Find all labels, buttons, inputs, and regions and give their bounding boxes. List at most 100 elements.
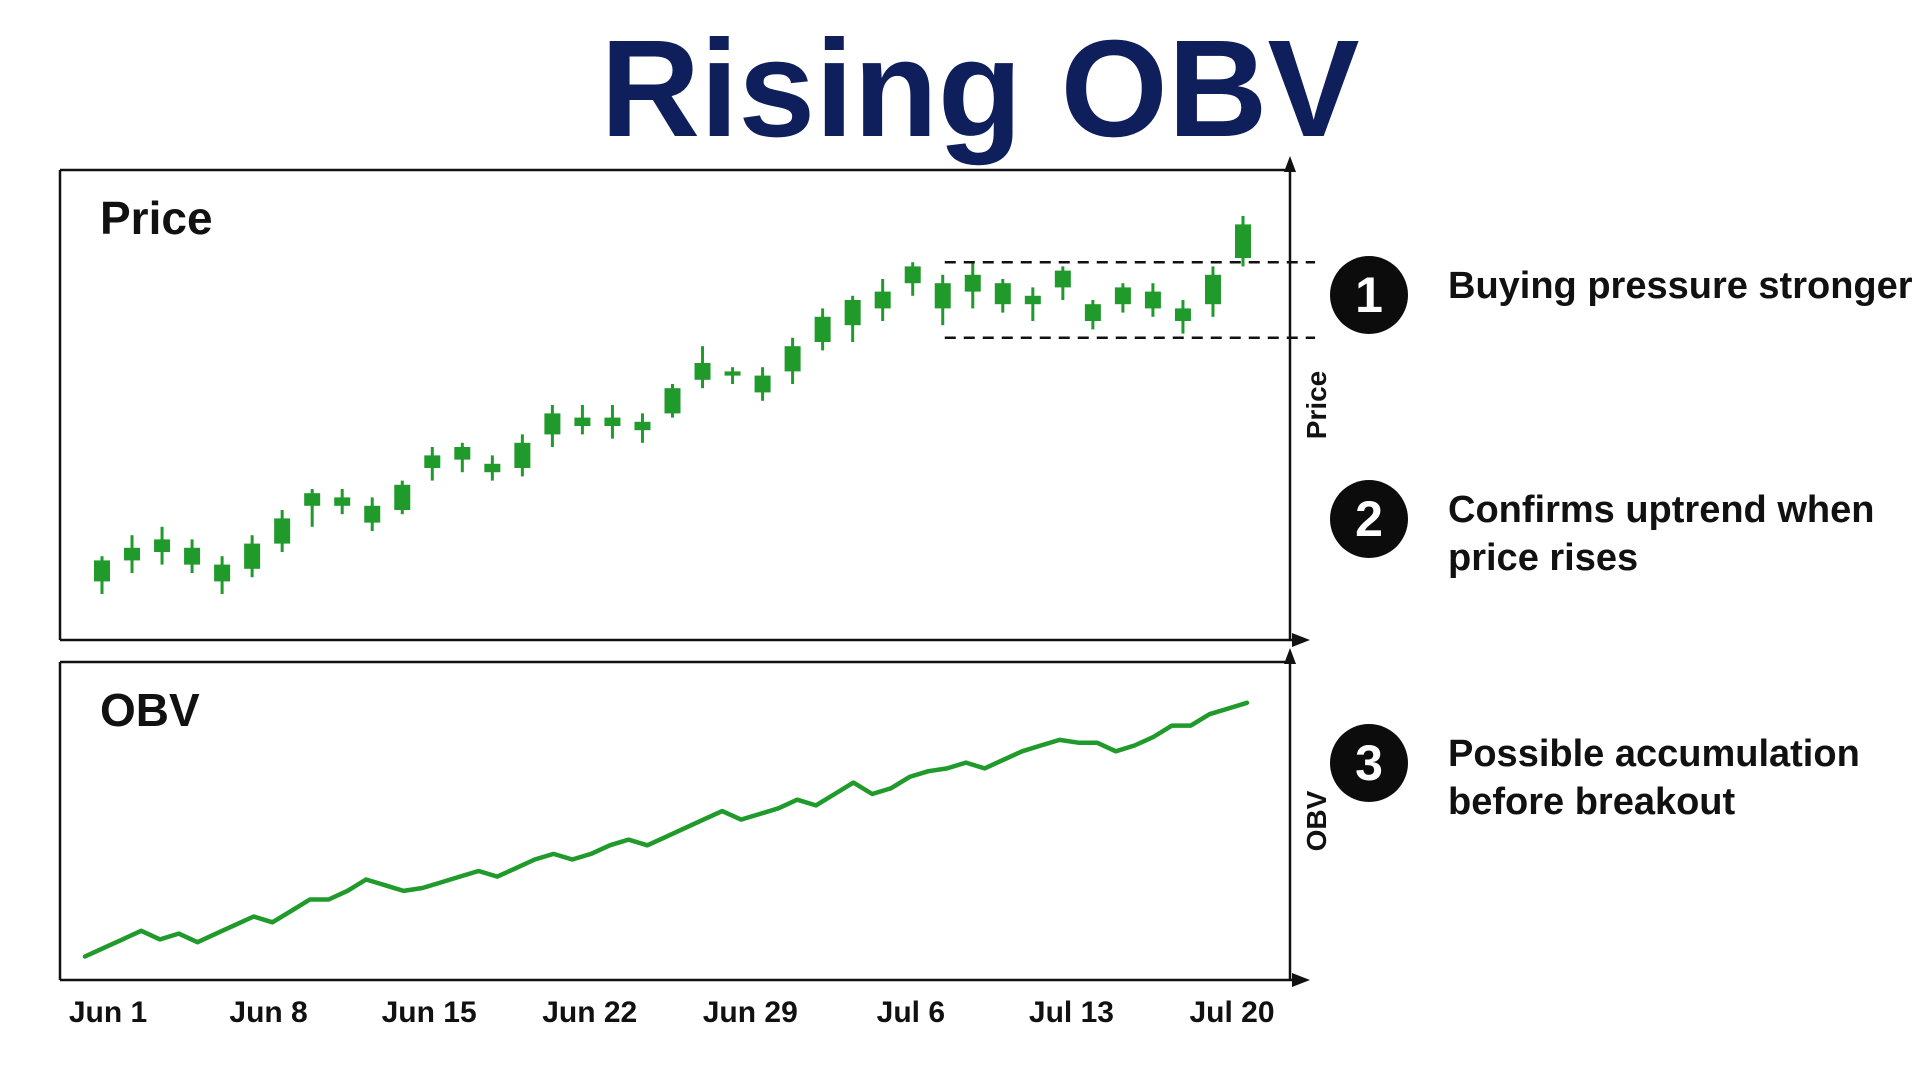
obv-series-line xyxy=(82,700,1250,959)
candle-body xyxy=(1144,291,1161,309)
candle-body xyxy=(844,300,861,326)
candle xyxy=(454,442,471,473)
x-tick-label: Jun 22 xyxy=(542,996,637,1029)
obv-y-arrow xyxy=(1284,648,1296,664)
candle xyxy=(1054,266,1071,300)
candle xyxy=(994,279,1011,313)
candle xyxy=(94,556,110,594)
candle-body xyxy=(784,346,801,372)
candle-body xyxy=(154,539,171,552)
x-tick-label: Jul 20 xyxy=(1189,996,1274,1029)
candle-body xyxy=(454,447,471,460)
candle xyxy=(664,384,681,418)
candle-body xyxy=(364,505,381,523)
candle xyxy=(784,337,801,384)
candle-body xyxy=(754,375,771,393)
candle-body xyxy=(1174,308,1191,321)
candle xyxy=(154,526,171,565)
candle xyxy=(214,556,231,594)
candle-body xyxy=(1024,295,1041,305)
candle xyxy=(874,279,891,321)
candle-body xyxy=(1114,287,1131,305)
candle-body xyxy=(244,543,261,569)
candle-body xyxy=(304,493,321,506)
candle xyxy=(424,447,441,481)
candle xyxy=(484,455,501,481)
candle-body xyxy=(424,455,441,468)
annotation-2: 2 Confirms uptrend when price rises xyxy=(1330,480,1918,582)
obv-panel: OBV OBV xyxy=(58,648,1332,987)
obv-panel-label: OBV xyxy=(100,684,200,736)
candle-body xyxy=(514,442,531,468)
candle-body xyxy=(874,291,891,309)
candle xyxy=(904,262,921,296)
candle-body xyxy=(94,560,110,582)
candle-body xyxy=(184,547,201,565)
x-tick-label: Jun 15 xyxy=(382,996,477,1029)
candle xyxy=(274,510,291,552)
obv-axis-title: OBV xyxy=(1301,790,1332,851)
candle-body xyxy=(274,518,291,544)
candle xyxy=(304,489,321,527)
candle-body xyxy=(664,388,681,414)
annotation-2-number: 2 xyxy=(1330,480,1408,558)
candle xyxy=(1024,287,1041,321)
candle-body xyxy=(904,266,921,284)
annotation-1-text: Buying pressure stronger xyxy=(1448,265,1913,307)
candle xyxy=(334,489,351,515)
candle xyxy=(394,480,411,515)
annotation-3-number: 3 xyxy=(1330,724,1408,802)
candle xyxy=(1084,300,1101,330)
candle xyxy=(844,295,861,342)
candle xyxy=(1235,216,1251,267)
candle xyxy=(694,346,711,389)
candle-body xyxy=(934,283,951,309)
candle xyxy=(814,308,831,351)
candle xyxy=(1144,283,1161,317)
annotation-1-number: 1 xyxy=(1330,256,1408,334)
annotation-3-text: Possible accumulation before breakout xyxy=(1448,733,1860,823)
x-tick-label: Jun 1 xyxy=(69,996,147,1029)
price-panel: Price Price xyxy=(58,156,1332,647)
candle-body xyxy=(394,484,411,510)
candle-body xyxy=(124,547,141,561)
candle-body xyxy=(1235,224,1251,258)
candle-body xyxy=(994,283,1011,305)
candle-body xyxy=(724,371,741,376)
chart-title: Rising OBV xyxy=(600,12,1360,166)
candle-body xyxy=(1054,270,1071,288)
x-axis: Jun 1 Jun 8 Jun 15 Jun 22 Jun 29 Jul 6 Jul 13 J… xyxy=(69,996,1275,1029)
x-tick-label: Jul 6 xyxy=(877,996,945,1029)
candle xyxy=(1174,300,1191,334)
x-tick-label: Jul 13 xyxy=(1029,996,1114,1029)
annotation-2-text: Confirms uptrend when price rises xyxy=(1448,489,1875,579)
candle xyxy=(244,535,261,578)
x-tick-label: Jun 8 xyxy=(229,996,307,1029)
candle xyxy=(544,405,561,447)
candle xyxy=(934,274,951,326)
price-x-arrow xyxy=(1292,633,1310,647)
price-panel-label: Price xyxy=(100,192,213,244)
candle-body xyxy=(634,421,651,431)
obv-x-arrow xyxy=(1292,973,1310,987)
price-y-arrow xyxy=(1284,156,1296,172)
candle-body xyxy=(484,463,501,473)
candle-body xyxy=(214,564,231,582)
candle xyxy=(184,539,201,573)
candle-body xyxy=(604,417,621,426)
candle xyxy=(964,262,981,309)
candle-body xyxy=(1204,274,1221,305)
candle xyxy=(124,535,141,573)
candle xyxy=(1114,283,1131,313)
candle-body xyxy=(814,316,831,342)
x-tick-label: Jun 29 xyxy=(703,996,798,1029)
candle xyxy=(724,367,741,384)
candle xyxy=(364,497,381,531)
candle-body xyxy=(694,363,711,380)
candle xyxy=(574,405,591,435)
candle-body xyxy=(334,497,351,506)
candle-body xyxy=(574,417,591,426)
annotation-1: 1 Buying pressure stronger xyxy=(1330,256,1918,334)
candle xyxy=(634,413,651,443)
